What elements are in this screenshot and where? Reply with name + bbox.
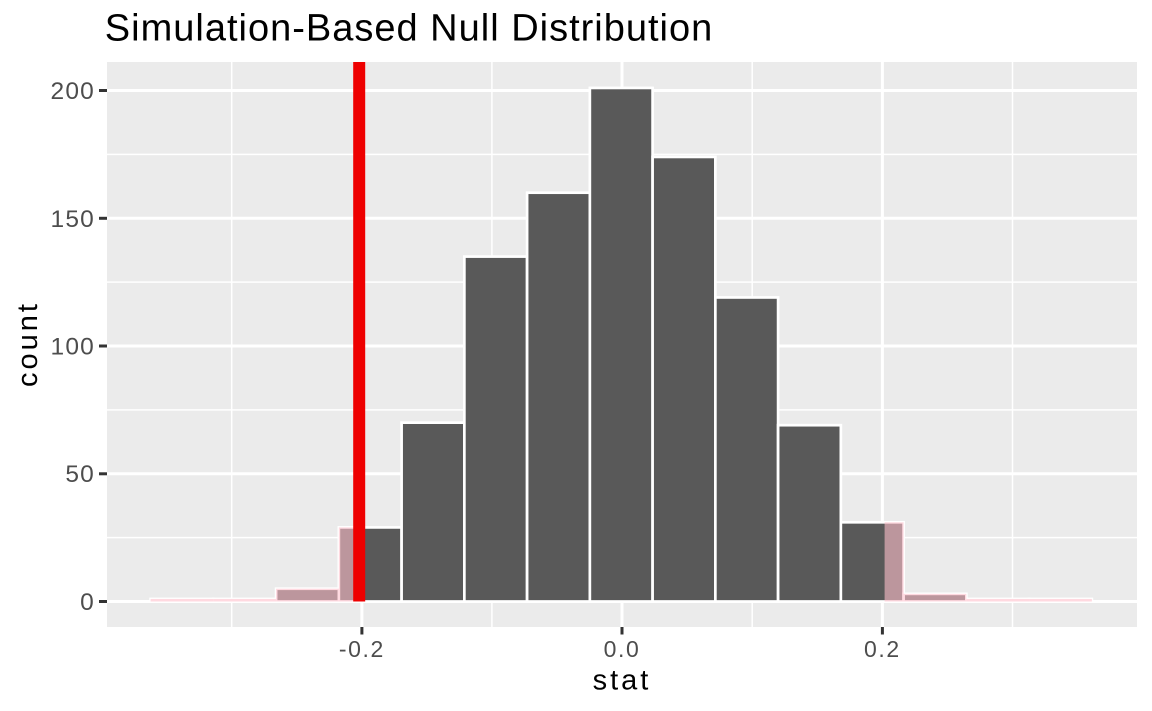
- svg-text:100: 100: [51, 333, 95, 360]
- svg-text:-0.2: -0.2: [339, 636, 385, 662]
- svg-text:stat: stat: [593, 665, 652, 697]
- svg-text:Simulation-Based Null Distribu: Simulation-Based Null Distribution: [105, 8, 713, 50]
- svg-text:count: count: [12, 301, 44, 387]
- svg-text:0.2: 0.2: [864, 636, 901, 662]
- svg-text:50: 50: [65, 461, 95, 488]
- svg-text:0: 0: [80, 589, 95, 616]
- svg-text:150: 150: [51, 206, 95, 233]
- svg-text:0.0: 0.0: [604, 636, 641, 662]
- svg-text:200: 200: [51, 78, 95, 105]
